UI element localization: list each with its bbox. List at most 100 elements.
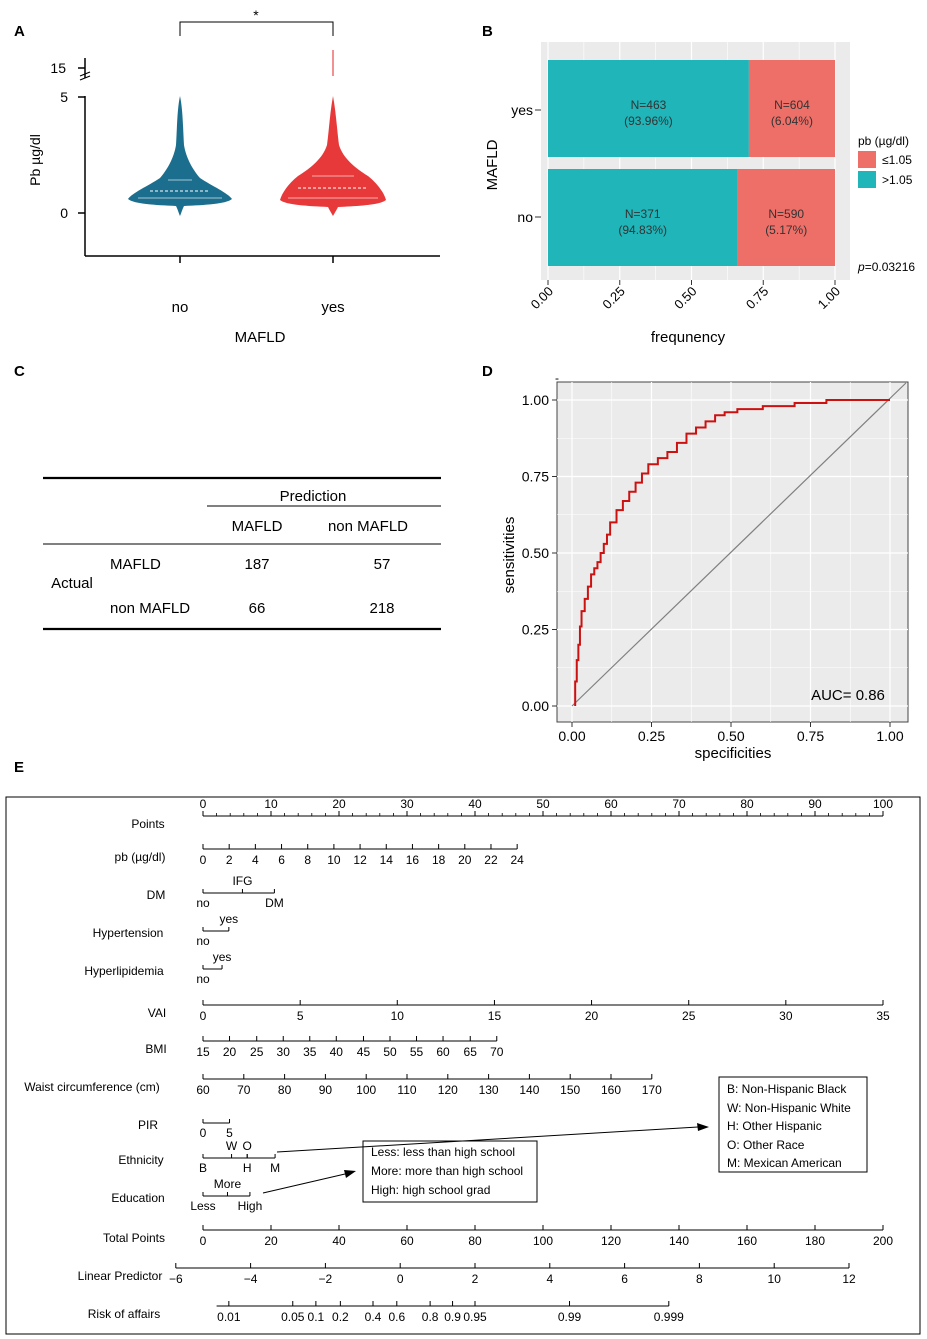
e-tick-label: 2 (472, 1272, 479, 1286)
b-legend-swatch-gt (858, 171, 876, 188)
e-tick-label: 50 (383, 1045, 397, 1059)
e-tick-label: 4 (252, 853, 259, 867)
a-xtick-yes: yes (321, 299, 344, 316)
e-tick-label: 80 (468, 1234, 482, 1248)
d-plot-background (556, 381, 909, 723)
e-tick-label: 110 (397, 1083, 416, 1097)
b-p-value: p=0.03216 (857, 260, 915, 274)
e-tick-label: 40 (330, 1045, 344, 1059)
e-tick-label: 80 (278, 1083, 292, 1097)
e-tick-label: 60 (436, 1045, 450, 1059)
e-tick-label: 120 (601, 1234, 621, 1248)
b-xtick-label: 1.00 (815, 284, 844, 313)
e-tick-label: 20 (585, 1009, 599, 1023)
e-edu-legend-item: More: more than high school (371, 1164, 523, 1178)
a-violin-no (128, 96, 232, 216)
panel-b-stacked-bar-chart: N=463 (93.96%) N=604 (6.04%) N=371 (94.83%) N=… (484, 42, 915, 346)
e-tick-label: 45 (357, 1045, 371, 1059)
e-tick-label: 0 (397, 1272, 404, 1286)
e-tick-label: 10 (327, 853, 341, 867)
e-tick-label: 8 (304, 853, 311, 867)
b-bar-no-le (737, 169, 835, 266)
e-tick-label: IFG (232, 874, 252, 888)
b-xtick-label: 0.50 (671, 284, 700, 313)
c-col-mafld: MAFLD (232, 518, 283, 535)
c-row-group: Actual (51, 575, 93, 592)
e-tick-label: 130 (479, 1083, 499, 1097)
e-row-label: Linear Predictor (78, 1269, 163, 1283)
e-tick-label: 65 (464, 1045, 478, 1059)
e-eth-legend-item: M: Mexican American (727, 1156, 842, 1170)
c-row-label-mafld: MAFLD (110, 556, 161, 573)
e-tick-label: 2 (226, 853, 233, 867)
e-tick-label: 0 (200, 1234, 207, 1248)
e-tick-label: 20 (264, 1234, 278, 1248)
e-tick-label: 15 (196, 1045, 210, 1059)
e-tick-label: 30 (277, 1045, 291, 1059)
e-edu-legend-item: Less: less than high school (371, 1145, 515, 1159)
d-xtick-label: 0.75 (797, 728, 824, 744)
b-bar-label: N=463 (631, 98, 667, 112)
e-tick-label: 35 (876, 1009, 890, 1023)
e-tick-label: 160 (601, 1083, 621, 1097)
e-tick-label: 70 (672, 797, 686, 811)
a-ytick-5: 5 (60, 89, 68, 105)
a-ytick-0: 0 (60, 205, 68, 221)
e-row-label: pb (µg/dl) (115, 850, 166, 864)
e-tick-label: 18 (432, 853, 446, 867)
d-ticks: 0.00 0.25 0.50 0.75 1.00 0.00 0.25 0.50 0.75 1.00 (522, 392, 904, 744)
e-tick-label: 0 (200, 1009, 207, 1023)
a-ytick-15: 15 (50, 60, 66, 76)
a-xlabel: MAFLD (235, 329, 286, 346)
b-bar-label: N=590 (768, 207, 804, 221)
e-tick-label: 170 (642, 1083, 662, 1097)
e-tick-label: 70 (490, 1045, 504, 1059)
e-tick-label: 0.999 (654, 1310, 684, 1324)
e-tick-label: 90 (319, 1083, 333, 1097)
e-tick-label: −6 (169, 1272, 183, 1286)
e-tick-label: 20 (458, 853, 472, 867)
c-cell: 218 (369, 600, 394, 617)
e-row-label: Hypertension (93, 926, 164, 940)
e-tick-label: 24 (510, 853, 524, 867)
e-row-label: Education (111, 1191, 164, 1205)
e-tick-label: 200 (873, 1234, 893, 1248)
e-row-label: DM (147, 888, 166, 902)
panel-letter-b: B (482, 23, 493, 40)
e-tick-label: W (226, 1139, 238, 1153)
e-tick-label: 40 (332, 1234, 346, 1248)
a-significance-bracket (179, 21, 334, 36)
e-tick-label: no (196, 972, 210, 986)
e-tick-label: 14 (380, 853, 394, 867)
b-bar-label: (94.83%) (618, 223, 667, 237)
d-ytick-label: 0.50 (522, 545, 549, 561)
e-tick-label: Less (190, 1199, 215, 1213)
e-tick-label: 6 (278, 853, 285, 867)
e-eth-legend-item: B: Non-Hispanic Black (727, 1082, 847, 1096)
b-bar-label: N=604 (774, 98, 810, 112)
a-violin-yes (280, 96, 386, 216)
e-eth-legend-item: H: Other Hispanic (727, 1119, 822, 1133)
d-xtick-label: 0.25 (638, 728, 665, 744)
e-tick-label: O (243, 1139, 252, 1153)
d-ytick-label: 0.00 (522, 698, 549, 714)
c-prediction-header: Prediction (280, 488, 347, 505)
e-tick-label: 40 (468, 797, 482, 811)
e-tick-label: 60 (196, 1083, 210, 1097)
e-tick-label: 80 (740, 797, 754, 811)
c-cell: 57 (374, 556, 391, 573)
panel-c-confusion-table: Prediction MAFLD non MAFLD Actual MAFLD … (43, 476, 441, 631)
b-bar-no-gt (548, 169, 738, 266)
b-ylabel: MAFLD (484, 139, 501, 190)
e-tick-label: 5 (297, 1009, 304, 1023)
e-tick-label: B (199, 1161, 207, 1175)
e-tick-label: 30 (779, 1009, 793, 1023)
e-ethnicity-arrow (276, 1126, 699, 1153)
a-ylabel: Pb µg/dl (27, 134, 43, 186)
e-tick-label: 0.01 (217, 1310, 241, 1324)
e-tick-label: 30 (400, 797, 414, 811)
e-tick-label: 35 (303, 1045, 317, 1059)
